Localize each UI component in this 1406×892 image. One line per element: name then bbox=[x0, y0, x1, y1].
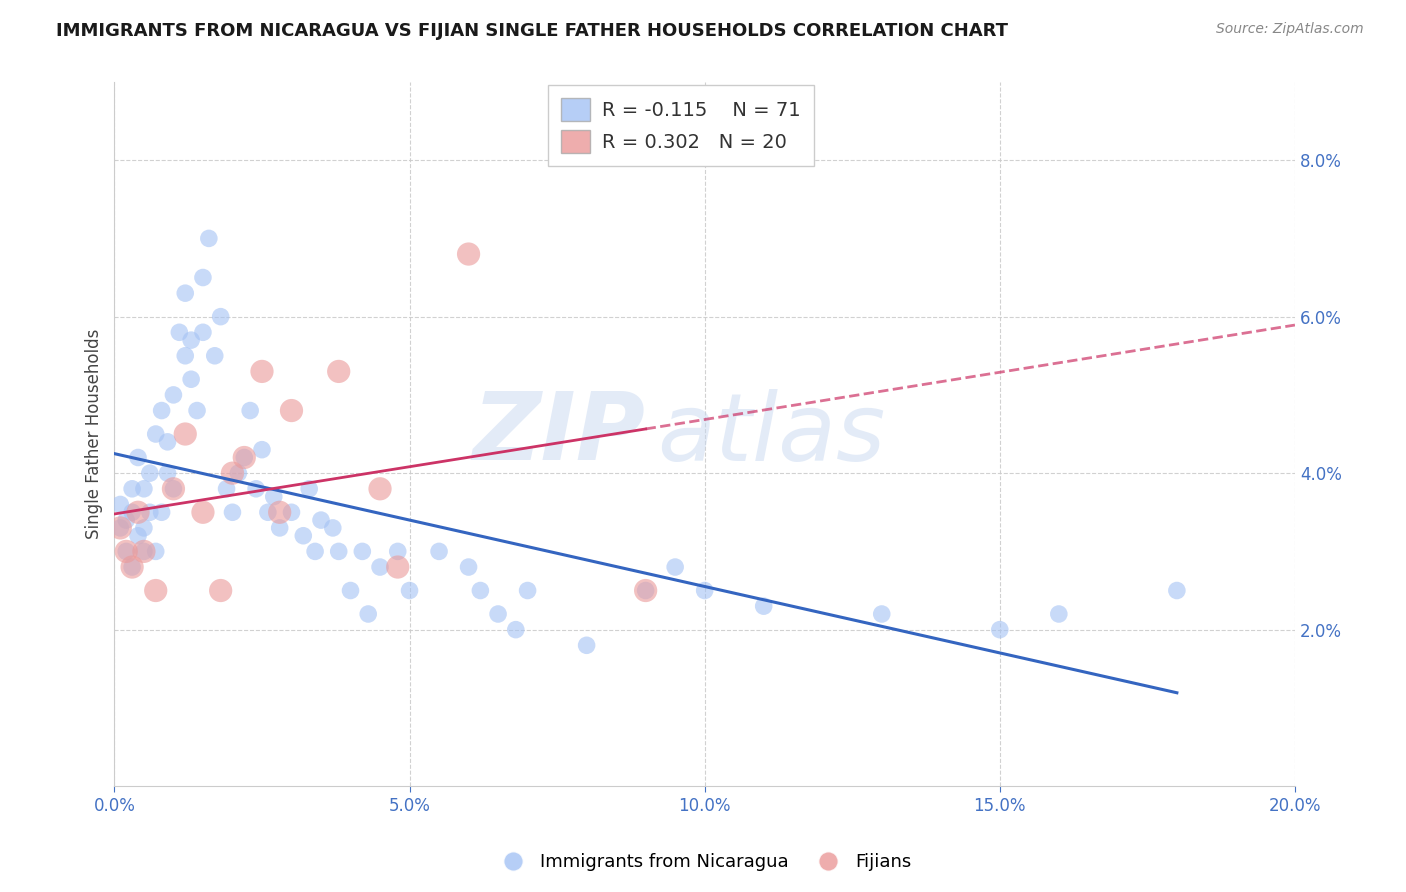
Point bbox=[1047, 607, 1070, 621]
Point bbox=[198, 231, 221, 245]
Point bbox=[121, 482, 143, 496]
Point bbox=[174, 427, 197, 442]
Point bbox=[398, 583, 420, 598]
Point bbox=[174, 349, 197, 363]
Point bbox=[387, 544, 409, 558]
Point bbox=[357, 607, 380, 621]
Point bbox=[204, 349, 226, 363]
Point bbox=[191, 270, 214, 285]
Point bbox=[280, 403, 302, 417]
Point bbox=[486, 607, 509, 621]
Point bbox=[145, 583, 167, 598]
Point bbox=[233, 450, 256, 465]
Point bbox=[516, 583, 538, 598]
Point bbox=[121, 560, 143, 574]
Point bbox=[505, 623, 527, 637]
Point bbox=[368, 560, 391, 574]
Point bbox=[191, 505, 214, 519]
Point bbox=[470, 583, 492, 598]
Text: atlas: atlas bbox=[658, 389, 886, 480]
Point bbox=[693, 583, 716, 598]
Point bbox=[162, 388, 184, 402]
Text: IMMIGRANTS FROM NICARAGUA VS FIJIAN SINGLE FATHER HOUSEHOLDS CORRELATION CHART: IMMIGRANTS FROM NICARAGUA VS FIJIAN SING… bbox=[56, 22, 1008, 40]
Point bbox=[180, 333, 202, 347]
Point bbox=[870, 607, 893, 621]
Point bbox=[132, 482, 155, 496]
Point bbox=[269, 505, 291, 519]
Point bbox=[988, 623, 1011, 637]
Point bbox=[239, 403, 262, 417]
Point bbox=[215, 482, 238, 496]
Point bbox=[457, 560, 479, 574]
Point bbox=[145, 427, 167, 442]
Point bbox=[110, 498, 132, 512]
Point bbox=[250, 364, 273, 378]
Point bbox=[228, 466, 250, 480]
Point bbox=[186, 403, 208, 417]
Point bbox=[298, 482, 321, 496]
Point bbox=[191, 326, 214, 340]
Point bbox=[156, 434, 179, 449]
Point bbox=[162, 482, 184, 496]
Point bbox=[145, 544, 167, 558]
Point bbox=[1166, 583, 1188, 598]
Point bbox=[280, 505, 302, 519]
Point bbox=[457, 247, 479, 261]
Point bbox=[127, 505, 149, 519]
Point bbox=[209, 310, 232, 324]
Point bbox=[132, 544, 155, 558]
Y-axis label: Single Father Households: Single Father Households bbox=[86, 329, 103, 539]
Point bbox=[174, 286, 197, 301]
Text: ZIP: ZIP bbox=[472, 388, 645, 480]
Point bbox=[115, 513, 138, 527]
Point bbox=[263, 490, 285, 504]
Legend: R = -0.115    N = 71, R = 0.302   N = 20: R = -0.115 N = 71, R = 0.302 N = 20 bbox=[548, 85, 814, 167]
Point bbox=[221, 466, 243, 480]
Point bbox=[257, 505, 280, 519]
Point bbox=[368, 482, 391, 496]
Point bbox=[115, 544, 138, 558]
Point bbox=[132, 544, 155, 558]
Point bbox=[292, 529, 315, 543]
Point bbox=[634, 583, 657, 598]
Point bbox=[162, 482, 184, 496]
Point bbox=[115, 544, 138, 558]
Point bbox=[121, 560, 143, 574]
Point bbox=[664, 560, 686, 574]
Point bbox=[309, 513, 332, 527]
Point bbox=[245, 482, 267, 496]
Point bbox=[221, 505, 243, 519]
Point bbox=[427, 544, 450, 558]
Point bbox=[328, 364, 350, 378]
Point bbox=[322, 521, 344, 535]
Legend: Immigrants from Nicaragua, Fijians: Immigrants from Nicaragua, Fijians bbox=[488, 847, 918, 879]
Point bbox=[352, 544, 374, 558]
Point bbox=[150, 403, 173, 417]
Point bbox=[752, 599, 775, 614]
Point bbox=[150, 505, 173, 519]
Point bbox=[169, 326, 191, 340]
Point bbox=[339, 583, 361, 598]
Point bbox=[156, 466, 179, 480]
Point bbox=[139, 505, 162, 519]
Point bbox=[180, 372, 202, 386]
Point bbox=[209, 583, 232, 598]
Point bbox=[127, 450, 149, 465]
Point bbox=[387, 560, 409, 574]
Point bbox=[328, 544, 350, 558]
Point bbox=[132, 521, 155, 535]
Point bbox=[127, 529, 149, 543]
Point bbox=[139, 466, 162, 480]
Text: Source: ZipAtlas.com: Source: ZipAtlas.com bbox=[1216, 22, 1364, 37]
Point bbox=[575, 638, 598, 652]
Point bbox=[110, 521, 132, 535]
Point bbox=[233, 450, 256, 465]
Point bbox=[634, 583, 657, 598]
Point bbox=[269, 521, 291, 535]
Point bbox=[121, 505, 143, 519]
Point bbox=[110, 521, 132, 535]
Point bbox=[250, 442, 273, 457]
Point bbox=[304, 544, 326, 558]
